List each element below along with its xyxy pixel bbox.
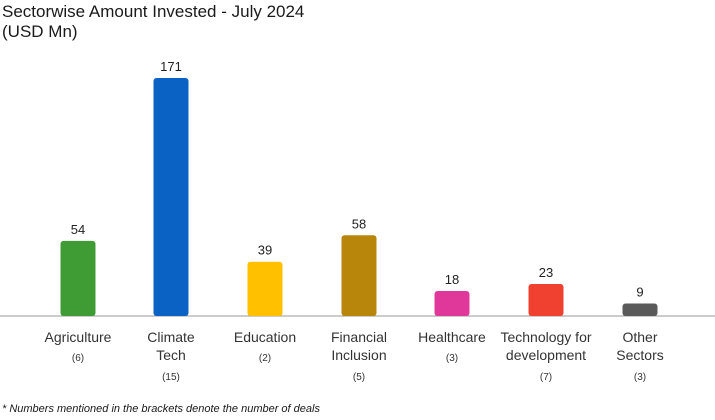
bar [622,303,658,316]
category-label: Sectors [616,347,663,363]
deal-count-label: (7) [540,372,552,383]
data-label: 39 [258,243,272,258]
category-label: Healthcare [418,329,486,345]
data-label: 54 [71,222,85,237]
category-label: development [506,347,586,363]
category-label: Inclusion [331,347,386,363]
data-label: 9 [636,284,643,299]
bar [528,283,564,316]
chart-title: Sectorwise Amount Invested - July 2024 [2,2,305,21]
data-label: 18 [445,272,459,287]
data-label: 23 [539,265,553,280]
data-label: 171 [160,59,182,74]
category-label: Climate [147,329,195,345]
data-label: 58 [352,216,366,231]
bar-chart: 54 Agriculture (6) 171 Climate Tech (15) 39 Educ… [0,59,715,383]
chart-footnote: * Numbers mentioned in the brackets deno… [2,403,320,415]
deal-count-label: (3) [634,372,646,383]
deal-count-label: (5) [353,372,365,383]
bar [153,78,189,316]
category-label: Tech [156,347,186,363]
chart-title-block: Sectorwise Amount Invested - July 2024 (… [2,2,304,42]
deal-count-label: (3) [446,353,458,364]
bar [60,240,96,316]
bar [341,235,377,316]
bar [247,261,283,316]
deal-count-label: (2) [259,353,271,364]
category-label: Agriculture [45,329,112,345]
category-label: Education [234,329,296,345]
category-label: Financial [331,329,387,345]
deal-count-label: (15) [162,372,180,383]
category-label: Technology for [500,329,591,345]
bar [434,290,470,316]
chart-subtitle: (USD Mn) [2,22,78,41]
deal-count-label: (6) [72,353,84,364]
category-label: Other [622,329,657,345]
